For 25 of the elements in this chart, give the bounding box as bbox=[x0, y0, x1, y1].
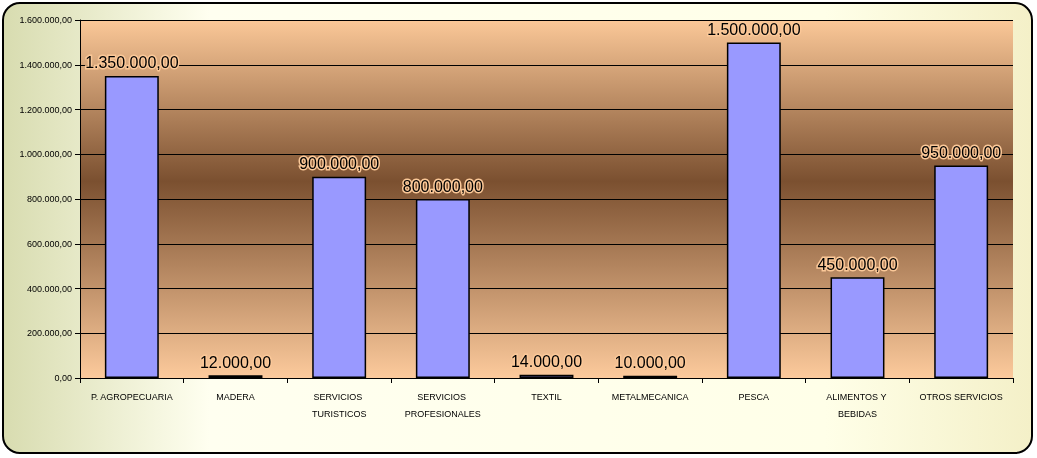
x-tick-label: PESCA bbox=[738, 391, 770, 402]
data-label: 900.000,00 bbox=[299, 155, 380, 173]
data-label: 14.000,00 bbox=[510, 353, 583, 371]
x-tick-label: ALIMENTOS Y BEBIDAS bbox=[826, 391, 889, 419]
y-tick-label: 200.000,00 bbox=[26, 328, 72, 339]
y-tick-label: 1.200.000,00 bbox=[19, 104, 72, 115]
y-tick-label: 1.400.000,00 bbox=[19, 59, 72, 70]
y-tick-label: 0,00 bbox=[54, 373, 72, 383]
data-label: 12.000,00 bbox=[199, 353, 272, 371]
x-tick-label: SERVICIOS TURISTICOS bbox=[311, 391, 367, 419]
data-label: 800.000,00 bbox=[402, 177, 483, 195]
x-tick-label: P. AGROPECUARIA bbox=[90, 391, 173, 402]
x-tick-label: MADERA bbox=[216, 391, 255, 402]
y-tick-label: 1.000.000,00 bbox=[19, 149, 72, 160]
x-tick-label: SERVICIOS PROFESIONALES bbox=[404, 391, 481, 419]
data-label: 1.500.000,00 bbox=[707, 20, 801, 38]
y-tick-label: 1.600.000,00 bbox=[19, 15, 72, 25]
data-label: 10.000,00 bbox=[614, 354, 686, 372]
x-tick-label: METALMECANICA bbox=[611, 391, 689, 402]
y-tick-label: 400.000,00 bbox=[26, 283, 72, 294]
y-tick-label: 600.000,00 bbox=[26, 238, 72, 249]
x-tick-label: OTROS SERVICIOS bbox=[919, 391, 1003, 402]
data-label: 450.000,00 bbox=[817, 255, 898, 273]
y-tick-label: 800.000,00 bbox=[26, 194, 72, 204]
x-tick-label: TEXTIL bbox=[531, 391, 562, 402]
